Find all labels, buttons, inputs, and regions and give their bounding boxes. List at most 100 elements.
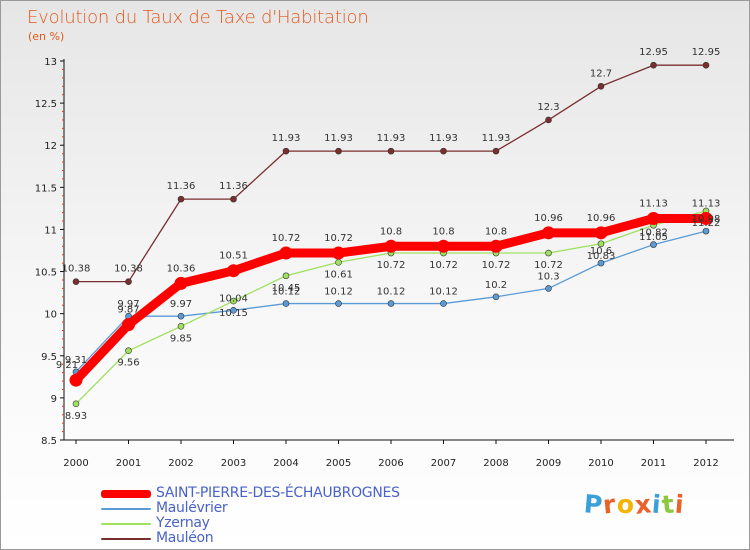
x-tick-label: 2011: [641, 458, 666, 469]
chart-legend: SAINT-PIERRE-DES-ÉCHAUBROGNES Maulévrier Y…: [101, 485, 461, 547]
data-label: 10.8: [380, 226, 402, 237]
data-label: 10.12: [429, 287, 458, 298]
data-point: [702, 61, 710, 69]
data-label: 12.3: [537, 102, 559, 113]
legend-item: Maulévrier: [101, 500, 461, 517]
x-tick-label: 2007: [431, 458, 456, 469]
legend-item: Yzernay: [101, 515, 461, 532]
x-tick-label: 2010: [588, 458, 613, 469]
data-label: 11.36: [219, 181, 248, 192]
data-label: 10.12: [324, 287, 353, 298]
data-label: 9.21: [56, 360, 78, 371]
x-tick-label: 2006: [378, 458, 403, 469]
proxiti-logo: Proxiti: [582, 489, 686, 520]
data-label: 10.72: [429, 260, 458, 271]
data-label: 10.82: [639, 228, 668, 239]
data-label: 10.51: [219, 251, 248, 262]
data-point: [440, 147, 447, 155]
data-point: [282, 300, 290, 307]
data-point: [542, 226, 555, 240]
data-label: 11.93: [324, 133, 353, 144]
series-4: [72, 61, 710, 285]
data-point: [279, 246, 293, 260]
data-label: 10.38: [114, 264, 143, 275]
data-label: 9.31: [65, 355, 87, 366]
data-label: 10.45: [272, 283, 301, 294]
data-point: [440, 300, 447, 307]
data-point: [545, 116, 552, 124]
legend-label: Maulévrier: [156, 500, 228, 516]
data-label: 10.72: [324, 233, 353, 244]
legend-swatch: [101, 538, 151, 540]
data-point: [384, 239, 398, 253]
data-point: [125, 347, 132, 355]
data-label: 11.93: [429, 133, 458, 144]
data-point: [282, 272, 290, 280]
y-tick-label: 9.5: [41, 352, 57, 363]
data-label: 10.15: [219, 308, 248, 319]
data-label: 9.87: [117, 305, 139, 316]
data-point: [72, 278, 80, 285]
chart-unit-label: (en %): [28, 30, 65, 43]
data-point: [702, 227, 710, 235]
data-label: 10.12: [377, 287, 406, 298]
data-point: [335, 258, 342, 266]
legend-swatch: [101, 523, 151, 525]
data-point: [177, 322, 185, 330]
data-point: [177, 195, 185, 203]
data-point: [492, 147, 500, 155]
data-point: [437, 239, 450, 253]
y-tick-label: 9: [51, 394, 57, 405]
data-point: [545, 249, 552, 257]
x-tick-label: 2009: [536, 458, 561, 469]
chart-title: Evolution du Taux de Taxe d'Habitation: [27, 7, 369, 28]
data-point: [230, 297, 237, 305]
data-label: 12.95: [692, 47, 721, 58]
x-tick-label: 2012: [693, 458, 718, 469]
data-label: 10.72: [534, 260, 563, 271]
data-label: 11.93: [377, 133, 406, 144]
data-label: 10.98: [692, 214, 721, 225]
data-label: 11.22: [692, 218, 721, 229]
series-1: [69, 211, 713, 387]
y-tick-label: 10.5: [35, 268, 57, 279]
y-tick-label: 11: [44, 225, 57, 236]
data-point: [332, 246, 345, 260]
x-tick-label: 2008: [483, 458, 508, 469]
data-label: 10.72: [377, 260, 406, 271]
data-label: 11.93: [272, 133, 301, 144]
series-3: [72, 207, 710, 408]
data-point: [282, 147, 290, 155]
data-point: [335, 147, 342, 155]
series-2: [72, 227, 710, 376]
data-label: 11.93: [482, 133, 511, 144]
data-label: 9.97: [117, 299, 139, 310]
legend-item: Mauléon: [101, 530, 461, 547]
data-point: [545, 285, 552, 292]
data-point: [174, 276, 188, 290]
data-label: 8.93: [65, 411, 87, 422]
data-point: [177, 312, 185, 320]
data-label: 10.83: [587, 251, 616, 262]
data-label: 10.8: [432, 226, 454, 237]
y-tick-label: 11.5: [35, 183, 57, 194]
data-point: [387, 300, 395, 307]
data-point: [597, 82, 605, 90]
data-point: [227, 264, 240, 278]
x-tick-label: 2003: [221, 458, 246, 469]
x-tick-label: 2001: [116, 458, 141, 469]
y-tick-label: 12: [44, 141, 57, 152]
legend-swatch: [101, 508, 151, 510]
y-tick-label: 13: [44, 57, 57, 68]
data-label: 10.2: [485, 280, 507, 291]
y-tick-label: 8.5: [41, 436, 57, 447]
data-point: [230, 195, 237, 203]
legend-label: SAINT-PIERRE-DES-ÉCHAUBROGNES: [156, 485, 400, 501]
data-point: [387, 147, 395, 155]
data-label: 10.3: [537, 271, 559, 282]
legend-label: Mauléon: [156, 530, 214, 546]
legend-item: SAINT-PIERRE-DES-ÉCHAUBROGNES: [101, 485, 461, 502]
x-tick-label: 2002: [168, 458, 193, 469]
